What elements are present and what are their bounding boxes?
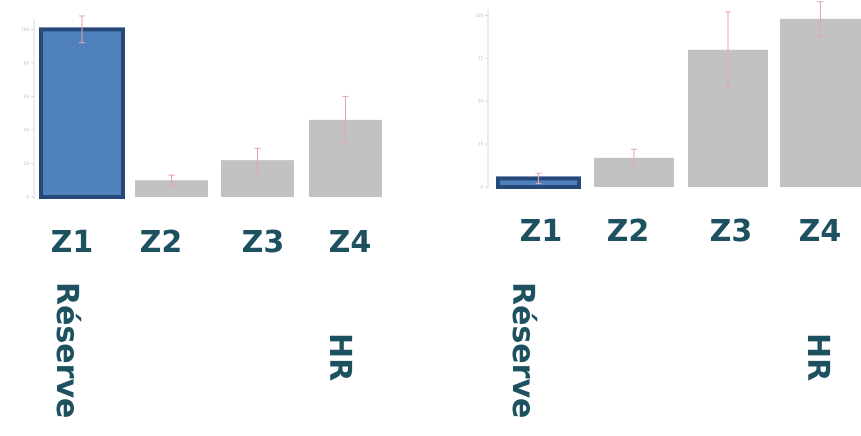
y-tick-label-r-2: 50 [478, 99, 484, 104]
reserve-label-left: Réserve [49, 282, 84, 418]
y-tick-label-l-2: 40 [24, 127, 30, 132]
hr-label-left: HR [322, 333, 357, 381]
category-label-z4-r: Z4 [799, 214, 842, 249]
y-tick-label-r-3: 75 [478, 56, 484, 61]
category-label-z3-l: Z3 [242, 225, 285, 260]
bar-z4-r [780, 18, 861, 187]
category-label-z1-l: Z1 [51, 225, 94, 260]
y-tick-label-l-3: 60 [24, 94, 30, 99]
y-tick-label-l-1: 20 [24, 161, 30, 166]
hr-label-right: HR [800, 333, 835, 381]
y-tick-label-r-4: 100 [475, 13, 483, 18]
category-label-z1-r: Z1 [520, 214, 563, 249]
y-tick-label-l-4: 80 [24, 60, 30, 65]
bar-z2-l [135, 180, 208, 197]
category-label-z3-r: Z3 [710, 214, 753, 249]
chart-right: 0 25 50 75 100 Z1 Z2 Z3 Z4 [475, 1, 861, 249]
y-tick-label-l-5: 100 [21, 27, 29, 32]
y-tick-label-l-0: 0 [26, 195, 29, 200]
category-label-z4-l: Z4 [329, 225, 372, 260]
y-tick-label-r-0: 0 [480, 185, 483, 190]
chart-left: 0 20 40 60 80 100 Z1 Z2 Z3 Z4 [21, 15, 382, 260]
bar-z1-l [39, 27, 125, 200]
category-label-z2-l: Z2 [140, 225, 183, 260]
y-tick-label-r-1: 25 [478, 142, 484, 147]
category-label-z2-r: Z2 [607, 214, 650, 249]
reserve-label-right: Réserve [505, 282, 540, 418]
